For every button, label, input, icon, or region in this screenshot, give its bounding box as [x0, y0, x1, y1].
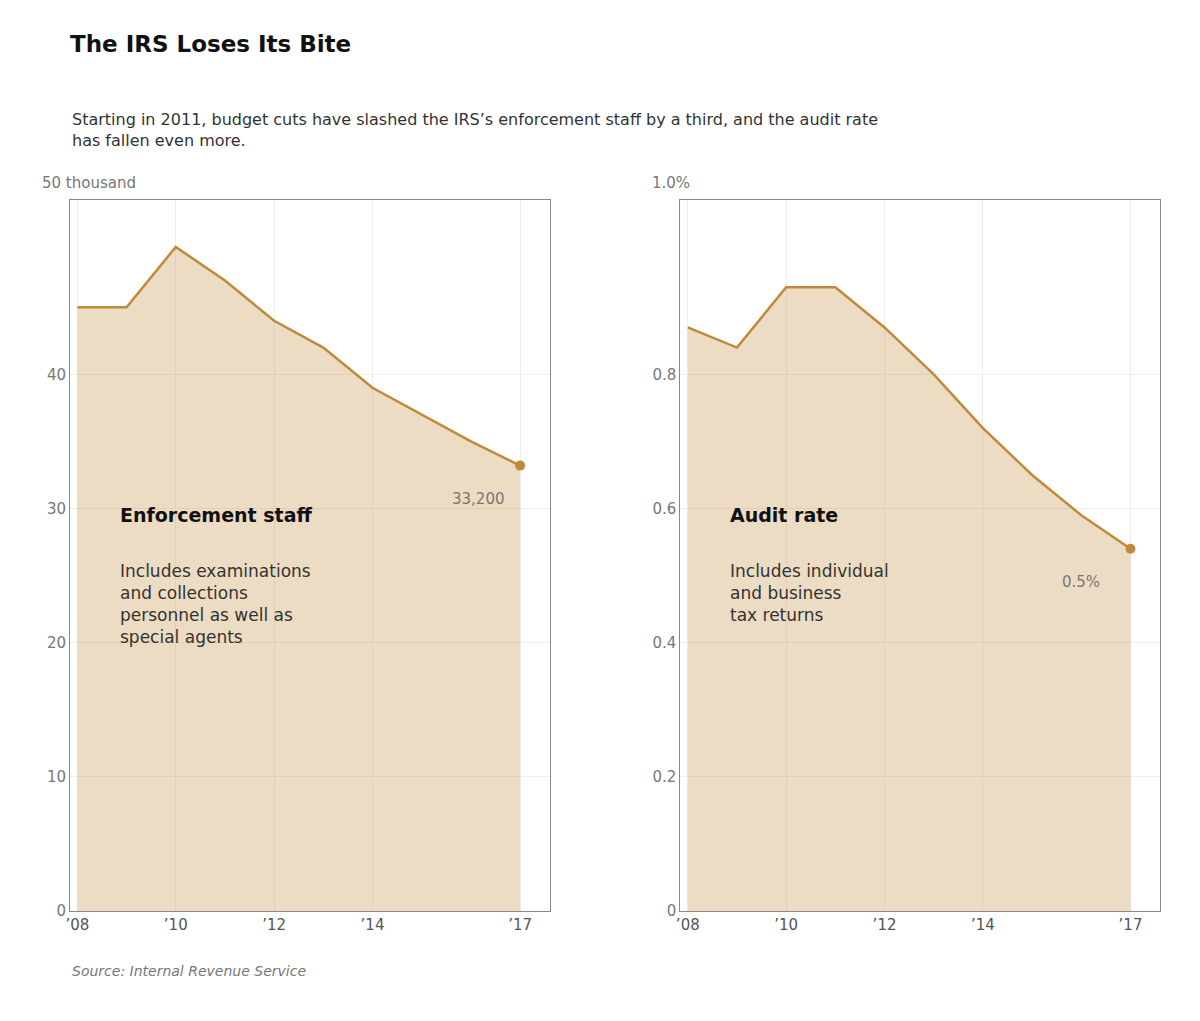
svg-text:Starting in 2011, budget cuts: Starting in 2011, budget cuts have slash…	[72, 110, 878, 150]
svg-text:Includes examinationsand colle: Includes examinationsand collectionspers…	[120, 561, 311, 647]
svg-text:’08: ’08	[676, 916, 700, 934]
svg-text:30: 30	[47, 500, 66, 518]
svg-text:’12: ’12	[262, 916, 286, 934]
svg-text:1.0%: 1.0%	[652, 174, 690, 192]
svg-text:’17: ’17	[1119, 916, 1143, 934]
svg-text:’10: ’10	[164, 916, 188, 934]
svg-text:0.5%: 0.5%	[1062, 573, 1100, 591]
svg-text:’14: ’14	[971, 916, 995, 934]
svg-text:’08: ’08	[65, 916, 89, 934]
svg-text:0.2: 0.2	[653, 768, 677, 786]
svg-text:’17: ’17	[508, 916, 532, 934]
svg-text:’14: ’14	[361, 916, 385, 934]
svg-text:50 thousand: 50 thousand	[42, 174, 136, 192]
svg-text:0: 0	[667, 902, 677, 920]
svg-text:’12: ’12	[873, 916, 897, 934]
svg-text:33,200: 33,200	[452, 490, 505, 508]
svg-text:Enforcement staff: Enforcement staff	[120, 504, 312, 526]
svg-text:The IRS Loses Its Bite: The IRS Loses Its Bite	[70, 31, 351, 57]
svg-text:0.6: 0.6	[653, 500, 677, 518]
svg-text:10: 10	[47, 768, 66, 786]
svg-text:0: 0	[56, 902, 66, 920]
svg-text:’10: ’10	[774, 916, 798, 934]
svg-text:40: 40	[47, 366, 66, 384]
svg-text:0.4: 0.4	[653, 634, 677, 652]
svg-text:20: 20	[47, 634, 66, 652]
svg-text:Includes individualand busines: Includes individualand businesstax retur…	[730, 561, 889, 625]
svg-text:0.8: 0.8	[653, 366, 677, 384]
svg-text:Source: Internal Revenue Servi: Source: Internal Revenue Service	[72, 963, 306, 979]
svg-text:Audit rate: Audit rate	[730, 504, 838, 526]
